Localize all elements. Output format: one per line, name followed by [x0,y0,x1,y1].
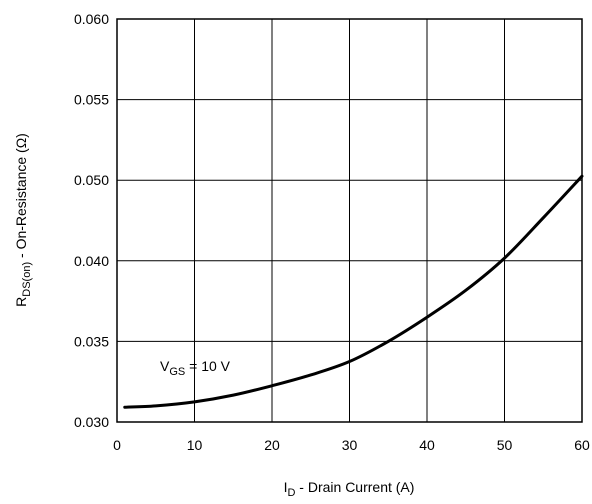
vgs-annotation-rest: = 10 V [185,358,230,374]
y-tick-label: 0.030 [74,414,109,430]
y-axis-title-main: R [13,297,29,307]
grid [117,19,582,422]
x-tick-label: 30 [342,437,358,453]
y-tick-label: 0.060 [74,11,109,27]
series-line [123,174,584,409]
y-tick-label: 0.050 [74,172,109,188]
x-axis-title-main: I [284,479,288,495]
x-axis-title-sub: D [287,487,295,499]
x-tick-label: 20 [264,437,280,453]
plot-frame [116,18,583,423]
y-tick-label: 0.055 [74,92,109,108]
x-tick-label: 50 [497,437,513,453]
x-axis-title-rest: - Drain Current (A) [295,479,414,495]
x-axis-title: ID - Drain Current (A) [284,479,415,499]
y-axis-title-sub: DS(on) [21,262,33,297]
y-axis-title: RDS(on) - On-Resistance (Ω) [13,133,33,307]
vgs-annotation: VGS = 10 V [160,358,231,378]
y-tick-label: 0.040 [74,253,109,269]
vgs-annotation-main: V [160,358,170,374]
x-tick-label: 10 [187,437,203,453]
y-tick-label: 0.035 [74,333,109,349]
x-tick-label: 0 [113,437,121,453]
y-axis-title-rest: - On-Resistance (Ω) [13,133,29,262]
y-tick-labels: 0.030 0.035 0.040 0.050 0.055 0.060 [74,11,109,430]
vgs-annotation-sub: GS [169,366,185,378]
x-tick-label: 40 [419,437,435,453]
x-tick-label: 60 [574,437,590,453]
x-tick-labels: 0 10 20 30 40 50 60 [113,437,590,453]
